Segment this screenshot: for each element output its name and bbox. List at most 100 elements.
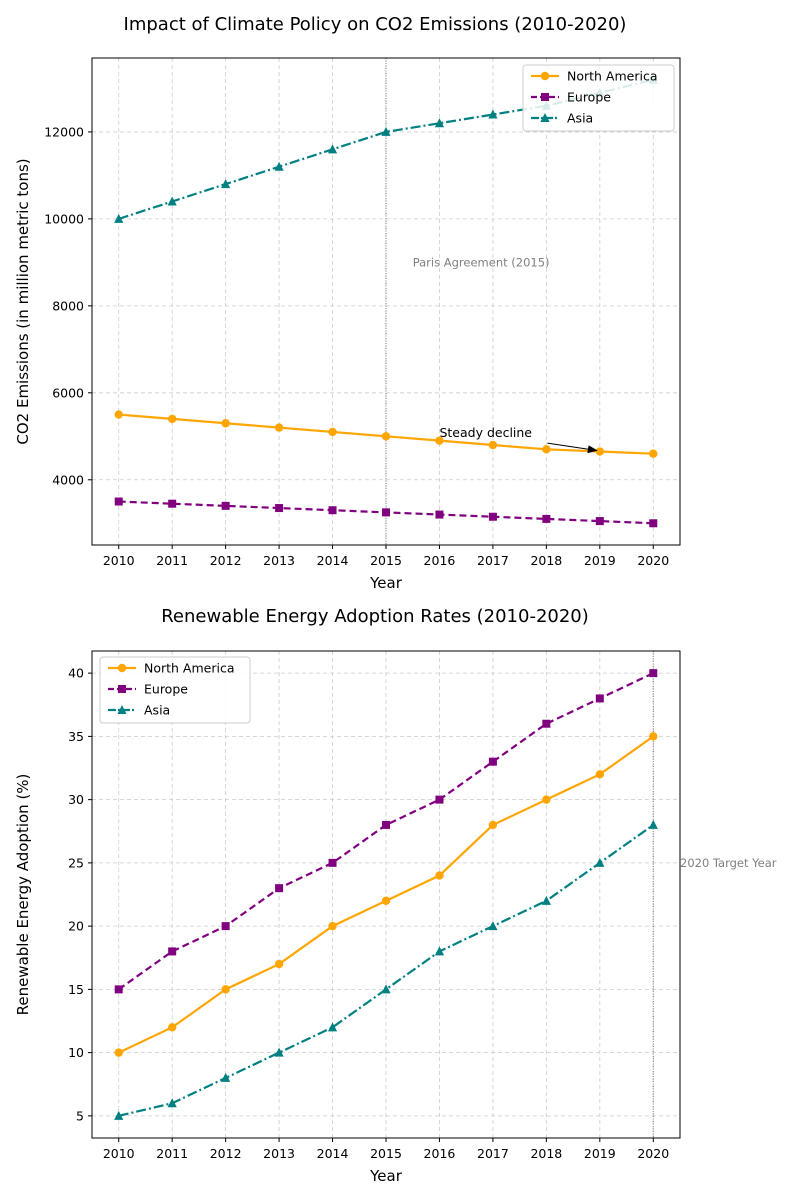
y-tick-label: 35 [68, 729, 84, 744]
legend-swatch-marker [118, 685, 126, 693]
x-axis-label: Year [369, 1167, 403, 1185]
data-point [275, 884, 284, 893]
x-tick-label: 2010 [103, 553, 135, 568]
data-point [649, 449, 658, 458]
data-point [328, 858, 337, 867]
data-point [328, 506, 337, 515]
data-point [327, 1022, 338, 1032]
data-point [114, 1110, 124, 1120]
x-tick-label: 2012 [210, 553, 242, 568]
gridlines [92, 651, 680, 1138]
series-europe [114, 497, 658, 528]
x-tick-label: 2014 [317, 1146, 349, 1161]
x-tick-label: 2011 [156, 553, 188, 568]
x-axis-label: Year [369, 574, 403, 592]
legend: North America Europe Asia [522, 64, 675, 132]
x-tick-label: 2010 [103, 1146, 135, 1161]
y-tick-label: 8000 [52, 298, 84, 313]
y-tick-label: 10000 [44, 211, 84, 226]
data-point [221, 179, 231, 189]
data-point [595, 694, 604, 703]
legend-label: North America [567, 69, 658, 84]
data-point [435, 795, 444, 804]
data-point [167, 196, 177, 206]
chart-2: Renewable Energy Adoption Rates (2010-20… [14, 606, 777, 1185]
data-point [168, 499, 177, 508]
y-tick-label: 25 [68, 855, 84, 870]
y-tick-label: 40 [68, 666, 84, 681]
legend-box [522, 64, 675, 132]
legend-box [99, 656, 251, 724]
annotation-text: Steady decline [439, 425, 532, 440]
annotation-arrow [547, 442, 598, 454]
series-line [118, 735, 654, 1054]
legend-swatch-marker [540, 113, 550, 122]
data-point [434, 946, 445, 956]
y-tick-label: 12000 [44, 124, 84, 139]
data-point [435, 436, 444, 445]
data-point [114, 1048, 123, 1057]
data-point [221, 985, 230, 994]
y-axis-label: CO2 Emissions (in million metric tons) [14, 158, 32, 444]
data-point [541, 895, 551, 905]
legend-swatch-marker [117, 705, 127, 714]
data-point [274, 959, 284, 969]
data-point [328, 921, 337, 931]
data-point [114, 497, 123, 506]
data-point [221, 1072, 231, 1082]
y-tick-label: 30 [68, 792, 84, 807]
x-tick-label: 2015 [370, 553, 402, 568]
data-point [221, 501, 230, 510]
x-tick-label: 2011 [156, 1146, 188, 1161]
data-point [595, 857, 605, 867]
data-point [488, 921, 498, 931]
legend-label: North America [144, 661, 235, 676]
data-point [382, 820, 390, 829]
x-tick-label: 2019 [584, 553, 616, 568]
reference-line-label: 2020 Target Year [680, 856, 777, 870]
series-north-america [114, 732, 658, 1057]
y-tick-label: 10 [68, 1045, 84, 1060]
legend-swatch-marker [541, 93, 549, 101]
x-tick-label: 2012 [210, 1146, 242, 1161]
x-tick-label: 2013 [263, 1146, 295, 1161]
data-point [381, 984, 391, 994]
y-tick-label: 5 [76, 1108, 84, 1123]
x-tick-label: 2013 [263, 553, 295, 568]
chart-title: Renewable Energy Adoption Rates (2010-20… [161, 606, 589, 627]
data-point [382, 508, 390, 517]
data-point [488, 512, 497, 521]
data-point [274, 161, 284, 171]
y-tick-label: 20 [68, 919, 84, 934]
x-tick-label: 2015 [370, 1146, 402, 1161]
data-point [595, 770, 605, 779]
data-point [168, 947, 177, 956]
x-tick-label: 2017 [477, 1146, 509, 1161]
legend-label: Europe [144, 682, 188, 697]
data-point [114, 985, 123, 994]
data-point [167, 414, 177, 424]
y-tick-label: 6000 [52, 385, 84, 400]
data-point [328, 427, 337, 437]
data-point [542, 445, 551, 454]
x-tick-label: 2016 [424, 553, 456, 568]
x-tick-label: 2020 [637, 1146, 669, 1161]
data-point [595, 517, 604, 526]
legend: North America Europe Asia [99, 656, 251, 724]
y-tick-label: 15 [68, 982, 84, 997]
chart-title: Impact of Climate Policy on CO2 Emission… [124, 14, 627, 35]
chart-1: Impact of Climate Policy on CO2 Emission… [14, 14, 681, 592]
data-point [381, 432, 391, 441]
data-point [542, 719, 551, 728]
x-tick-label: 2014 [317, 553, 349, 568]
x-tick-label: 2018 [530, 1146, 562, 1161]
data-point [488, 109, 498, 119]
data-point [649, 669, 658, 678]
data-point [434, 118, 445, 128]
x-tick-label: 2020 [637, 553, 669, 568]
legend-swatch-marker [117, 663, 127, 673]
data-point [542, 795, 551, 804]
data-point [649, 732, 658, 741]
